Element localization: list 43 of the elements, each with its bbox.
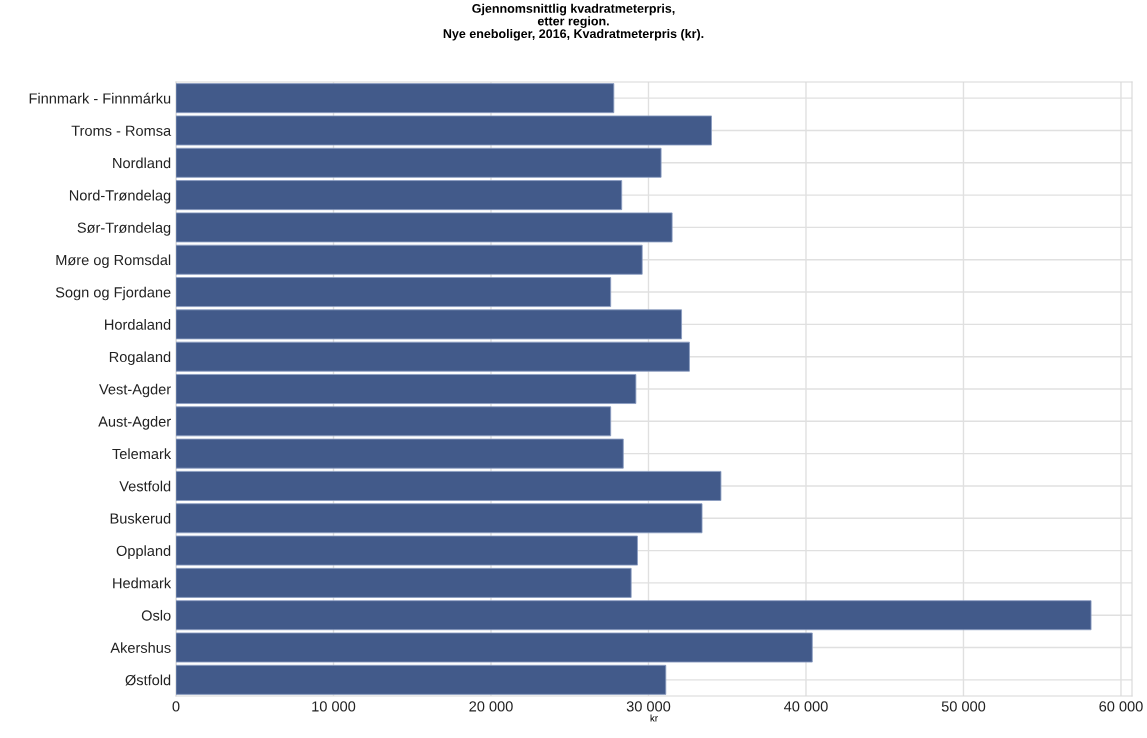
x-tick-label: 50 000 bbox=[941, 701, 986, 712]
y-tick-label: Telemark bbox=[112, 448, 172, 460]
bar bbox=[176, 470, 722, 501]
bar bbox=[176, 567, 632, 598]
x-tick-label: 40 000 bbox=[784, 701, 828, 712]
bar bbox=[176, 503, 703, 534]
bar bbox=[176, 277, 612, 308]
bar bbox=[176, 244, 643, 275]
x-tick-label: 0 bbox=[172, 701, 180, 712]
y-tick-label: Oppland bbox=[116, 545, 171, 559]
x-axis-title: kr bbox=[650, 714, 658, 722]
y-tick-label: Nord-Trøndelag bbox=[69, 189, 171, 204]
x-tick-label: 30 000 bbox=[626, 701, 671, 712]
y-tick-label: Rogaland bbox=[109, 351, 171, 365]
bar bbox=[176, 535, 638, 566]
y-tick-label: Sogn og Fjordane bbox=[55, 286, 171, 301]
chart-title: Gjennomsnittlig kvadratmeterpris, etter region. Nye eneboliger, 2016, Kvadratmeterpris (kr). bbox=[443, 3, 704, 41]
y-tick-label: Vestfold bbox=[119, 480, 171, 492]
y-tick-label: Østfold bbox=[125, 674, 171, 686]
bar bbox=[176, 147, 662, 178]
x-tick-label: 20 000 bbox=[469, 701, 513, 712]
y-tick-label: Hedmark bbox=[113, 577, 172, 589]
y-tick-label: Nordland bbox=[113, 157, 171, 169]
bar bbox=[176, 115, 712, 146]
y-tick-label: Oslo bbox=[141, 609, 171, 621]
bar bbox=[176, 83, 615, 114]
x-tick-label: 60 000 bbox=[1099, 701, 1143, 712]
bar bbox=[176, 600, 1092, 631]
bar bbox=[176, 180, 623, 211]
y-tick-label: Finnmark - Finnmárku bbox=[29, 92, 171, 104]
x-tick-label: 10 000 bbox=[312, 701, 356, 712]
y-tick-label: Buskerud bbox=[110, 512, 171, 524]
bar bbox=[176, 664, 667, 695]
y-tick-label: Troms - Romsa bbox=[71, 125, 172, 136]
y-tick-label: Sør-Trøndelag bbox=[77, 222, 171, 236]
y-tick-label: Vest-Agder bbox=[99, 383, 171, 398]
bar bbox=[176, 374, 637, 404]
y-tick-label: Akershus bbox=[110, 642, 171, 653]
y-tick-label: Aust-Agder bbox=[98, 416, 171, 430]
y-tick-label: Møre og Romsdal bbox=[56, 254, 171, 269]
bar bbox=[176, 212, 673, 243]
bar bbox=[176, 632, 813, 663]
y-tick-label: Hordaland bbox=[105, 319, 171, 330]
